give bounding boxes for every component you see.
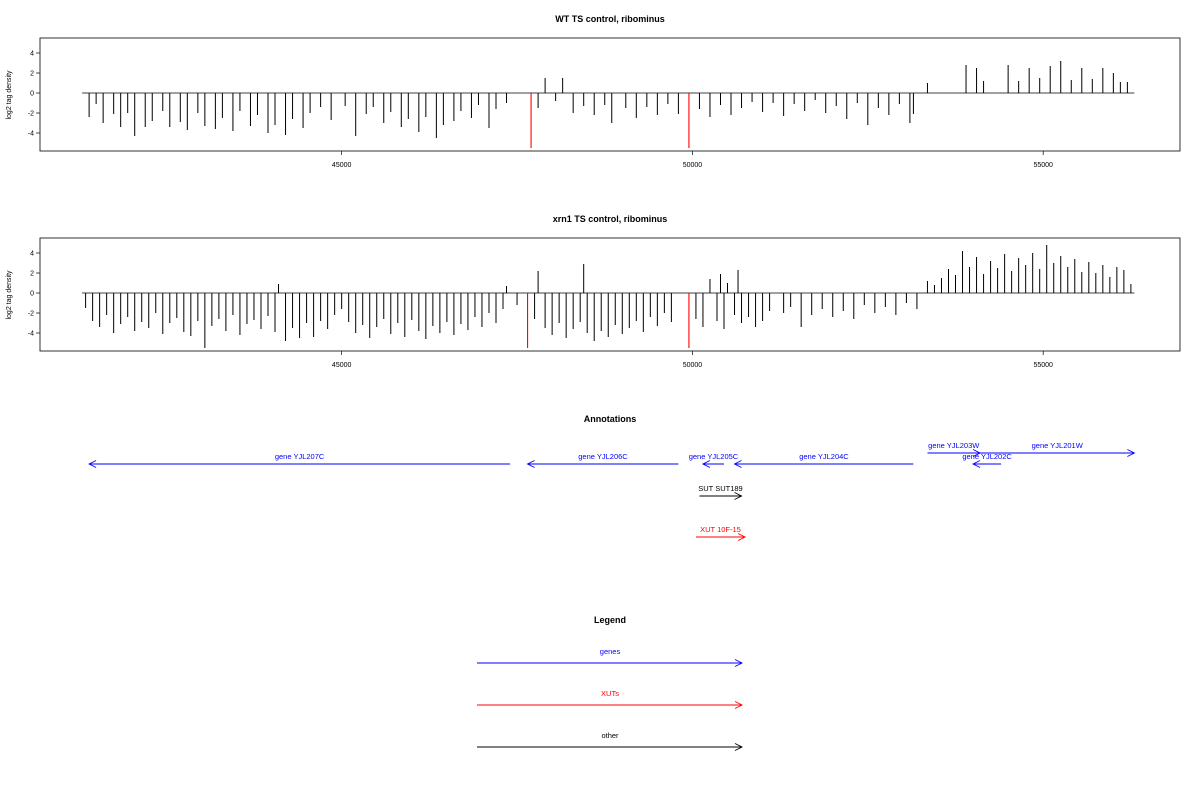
x-tick-label: 50000 <box>683 362 703 369</box>
feature-label: XUT 10F-15 <box>700 525 741 534</box>
legend-item-gene: genes <box>477 647 744 667</box>
y-tick-label: -4 <box>28 331 34 338</box>
y-tick-label: 2 <box>30 71 34 78</box>
annotation-feature: gene YJL205C <box>689 452 739 468</box>
x-tick-label: 50000 <box>683 162 703 169</box>
legend-label: other <box>601 731 619 740</box>
panel-wt-bars <box>82 61 1135 148</box>
y-tick-label: 0 <box>30 291 34 298</box>
panel-xrn1-x-axis: 45000 50000 55000 <box>332 351 1053 369</box>
panel-wt-title: WT TS control, ribominus <box>555 14 665 24</box>
legend-arrowhead <box>734 701 744 709</box>
feature-arrowhead <box>734 492 743 500</box>
legend-item-xut: XUTs <box>477 689 744 709</box>
panel-wt-x-axis: 45000 50000 55000 <box>332 151 1053 169</box>
legend-items: genes XUTs other <box>477 647 744 751</box>
annotation-feature: gene YJL207C <box>88 452 511 468</box>
feature-label: gene YJL202C <box>962 452 1012 461</box>
feature-arrowhead <box>526 460 535 468</box>
feature-label: gene YJL207C <box>275 452 325 461</box>
legend-arrowhead <box>734 659 744 667</box>
annotation-feature: gene YJL206C <box>526 452 679 468</box>
y-tick-label: 0 <box>30 91 34 98</box>
legend-arrowhead <box>734 743 744 751</box>
x-tick-label: 45000 <box>332 162 352 169</box>
panel-xrn1: xrn1 TS control, ribominus log2 tag dens… <box>6 214 1181 369</box>
panel-xrn1-y-axis: 4 2 0 -2 -4 <box>28 251 40 338</box>
y-tick-label: -2 <box>28 311 34 318</box>
feature-arrowhead <box>972 460 981 468</box>
legend-label: XUTs <box>601 689 619 698</box>
panel-wt: WT TS control, ribominus log2 tag densit… <box>6 14 1181 169</box>
panel-wt-frame <box>39 37 1181 152</box>
legend-panel: Legend genes XUTs other <box>477 615 744 751</box>
panel-xrn1-title: xrn1 TS control, ribominus <box>553 214 668 224</box>
feature-arrowhead <box>733 460 742 468</box>
panel-wt-y-axis: 4 2 0 -2 -4 <box>28 51 40 138</box>
annotations-panel: Annotations gene YJL207C gene YJL206C gene… <box>88 414 1136 541</box>
y-tick-label: 4 <box>30 251 34 258</box>
annotation-feature: XUT 10F-15 <box>695 525 747 541</box>
x-tick-label: 45000 <box>332 362 352 369</box>
x-tick-label: 55000 <box>1033 162 1053 169</box>
y-tick-label: 4 <box>30 51 34 58</box>
feature-label: gene YJL206C <box>578 452 628 461</box>
x-tick-label: 55000 <box>1033 362 1053 369</box>
panel-xrn1-bars <box>82 245 1135 348</box>
feature-label: gene YJL201W <box>1032 441 1084 450</box>
legend-label: genes <box>600 647 621 656</box>
feature-label: gene YJL203W <box>928 441 980 450</box>
annotations-title: Annotations <box>584 414 637 424</box>
annotation-features: gene YJL207C gene YJL206C gene YJL205C gene… <box>88 441 1136 541</box>
annotation-feature: gene YJL201W <box>980 441 1136 457</box>
panel-wt-ylabel: log2 tag density <box>6 70 13 120</box>
feature-label: gene YJL204C <box>799 452 849 461</box>
y-tick-label: -2 <box>28 111 34 118</box>
legend-item-other: other <box>477 731 744 751</box>
feature-arrowhead <box>737 533 747 541</box>
annotation-feature: gene YJL204C <box>733 452 914 468</box>
feature-arrowhead <box>1127 449 1136 457</box>
annotation-feature: gene YJL202C <box>962 452 1012 468</box>
feature-label: gene YJL205C <box>689 452 739 461</box>
feature-arrowhead <box>701 460 711 468</box>
feature-arrowhead <box>88 460 97 468</box>
annotation-feature: SUT SUT189 <box>698 484 743 500</box>
y-tick-label: -4 <box>28 131 34 138</box>
panel-xrn1-ylabel: log2 tag density <box>6 270 13 320</box>
legend-title: Legend <box>594 615 626 625</box>
panel-xrn1-frame <box>39 237 1181 352</box>
y-tick-label: 2 <box>30 271 34 278</box>
feature-label: SUT SUT189 <box>698 484 742 493</box>
